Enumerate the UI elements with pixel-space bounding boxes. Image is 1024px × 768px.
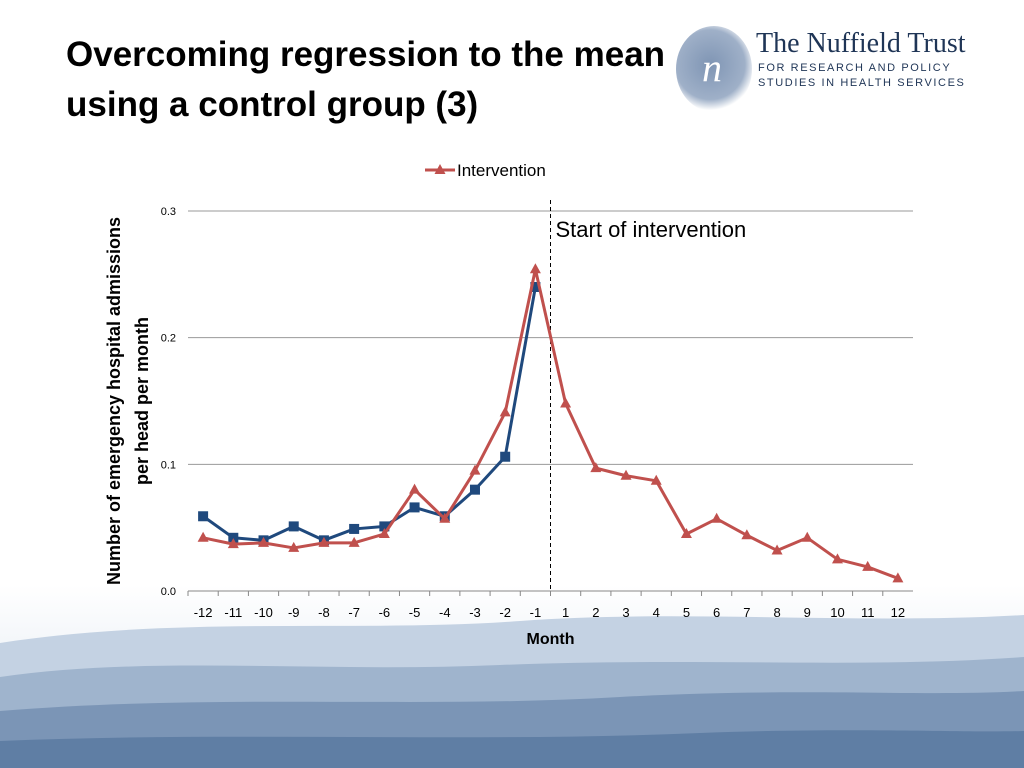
x-tick-label: 3	[622, 605, 629, 620]
x-tick-label: -11	[224, 605, 242, 620]
slide-title-line-1: Overcoming regression to the mean	[66, 35, 666, 74]
logo-tagline-line-1: FOR RESEARCH AND POLICY	[758, 62, 952, 74]
series-line	[202, 286, 537, 542]
x-tick-label: -6	[379, 605, 391, 620]
data-point	[499, 406, 511, 417]
series-intervention	[197, 263, 904, 583]
x-tick-label: 10	[830, 605, 844, 620]
logo-monogram-icon: n	[702, 45, 722, 90]
x-tick-label: 2	[592, 605, 599, 620]
logo-name: The Nuffield Trust	[756, 28, 966, 59]
data-point	[862, 560, 874, 571]
x-tick-label: -12	[194, 605, 213, 620]
x-tick-label: -9	[288, 605, 300, 620]
y-axis-title-line-1: Number of emergency hospital admissions	[104, 217, 124, 585]
x-tick-label: -2	[499, 605, 511, 620]
y-axis-title-line-2: per head per month	[132, 317, 152, 485]
x-tick-label: 8	[773, 605, 780, 620]
legend-intervention-label: Intervention	[457, 161, 546, 180]
data-point	[228, 532, 239, 543]
data-point	[771, 544, 783, 555]
data-point	[349, 523, 360, 534]
data-point	[680, 528, 692, 538]
x-tick-label: -4	[439, 605, 451, 620]
x-tick-label: -7	[348, 605, 360, 620]
data-point	[469, 464, 481, 475]
slide-title: Overcoming regression to the mean using …	[66, 30, 786, 130]
x-tick-label: -8	[318, 605, 330, 620]
data-point	[500, 451, 511, 462]
data-point	[258, 536, 270, 547]
y-tick-label: 0.2	[161, 333, 176, 345]
data-point	[560, 397, 572, 408]
data-point	[711, 512, 723, 523]
legend-intervention-marker	[434, 164, 446, 174]
y-tick-label: 0.3	[161, 206, 176, 218]
data-point	[288, 541, 300, 552]
data-point	[379, 521, 390, 532]
data-point	[409, 483, 421, 494]
data-point	[530, 282, 541, 292]
landscape-background	[0, 585, 1024, 768]
data-point	[590, 462, 602, 473]
data-point	[620, 469, 632, 480]
start-of-intervention-label: Start of intervention	[556, 217, 747, 242]
x-tick-label: 9	[804, 605, 811, 620]
data-point	[741, 529, 753, 540]
x-tick-label: 5	[683, 605, 690, 620]
x-tick-labels: -12 -11 -10 -9 -8 -7 -6 -5 -4 -3 -2 -1 1 2 3 4 5 6 7 8 9 10 11…	[187, 591, 905, 620]
data-point	[227, 538, 239, 549]
x-tick-label: -1	[530, 605, 542, 620]
data-point	[892, 572, 904, 583]
data-point	[409, 502, 420, 513]
series-lines	[197, 263, 904, 583]
data-point	[318, 536, 330, 547]
y-tick-label: 0.0	[161, 586, 176, 598]
x-tick-label: 6	[713, 605, 720, 620]
x-axis-title: Month	[527, 631, 575, 648]
y-tick-label: 0.1	[161, 459, 176, 471]
data-point	[529, 263, 541, 274]
series-comparison	[198, 282, 541, 546]
data-point	[650, 474, 662, 485]
x-tick-label: -3	[469, 605, 481, 620]
x-tick-label: -10	[254, 605, 273, 620]
logo-emblem-icon: n	[676, 26, 752, 112]
data-point	[801, 531, 813, 542]
data-point	[831, 553, 843, 564]
x-tick-label: 12	[891, 605, 905, 620]
data-point	[198, 511, 209, 522]
series-line	[202, 267, 899, 580]
data-point	[348, 536, 360, 547]
nuffield-trust-logo: n The Nuffield Trust FOR RESEARCH AND PO…	[676, 22, 996, 118]
data-point	[378, 528, 390, 538]
logo-tagline-line-2: STUDIES IN HEALTH SERVICES	[758, 77, 966, 89]
data-point	[469, 484, 480, 495]
y-tick-labels: 0.0 0.1 0.2 0.3	[161, 206, 176, 598]
legend: Intervention	[425, 161, 546, 180]
slide-title-line-2: using a control group (3)	[66, 85, 479, 124]
x-tick-label: 1	[562, 605, 569, 620]
x-tick-label: 4	[653, 605, 660, 620]
x-tick-label: -5	[409, 605, 421, 620]
data-point	[288, 521, 299, 532]
data-point	[439, 512, 451, 523]
x-tick-label: 11	[861, 605, 875, 620]
data-point	[197, 531, 209, 542]
x-tick-label: 7	[743, 605, 750, 620]
